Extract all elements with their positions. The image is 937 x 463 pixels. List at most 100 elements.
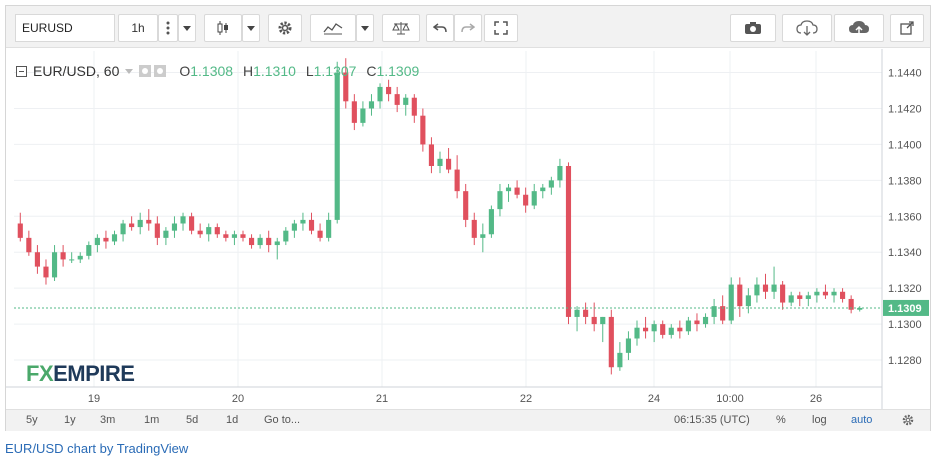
candle-body (565, 165, 572, 317)
candle-body (34, 252, 40, 267)
range-5y-button[interactable]: 5y (26, 414, 38, 426)
current-price-tag (883, 299, 929, 316)
candle-body (51, 252, 58, 278)
candle-body (634, 327, 640, 339)
legend-low-value: 1.1307 (313, 63, 357, 79)
candle-body (60, 252, 66, 260)
candle-body (360, 108, 366, 123)
candle-body (694, 320, 700, 325)
fullscreen-icon[interactable] (484, 14, 518, 42)
candle-body (437, 158, 443, 166)
candle-body (702, 316, 709, 325)
range-1m-button[interactable]: 1m (144, 414, 160, 426)
candles-style-icon[interactable] (204, 14, 242, 42)
candle-body (26, 237, 32, 253)
current-price-label: 1.1309 (888, 303, 922, 315)
candle-body (86, 245, 92, 256)
candle-body (43, 266, 49, 278)
y-tick-label: 1.1340 (888, 247, 922, 259)
candle-body (163, 230, 169, 238)
x-tick-label: 20 (232, 393, 244, 405)
candle-body (737, 284, 743, 307)
candle-body (428, 144, 435, 166)
scale-settings-gear-icon[interactable] (902, 414, 914, 426)
candle-body (488, 209, 494, 235)
candle-body (120, 223, 126, 235)
candle-body (831, 291, 837, 296)
goto-button[interactable]: Go to... (264, 414, 301, 426)
chart-style-dropdown-icon[interactable] (242, 14, 260, 42)
candle-body (780, 284, 786, 303)
candlestick-chart[interactable]: 1.1280 1.1300 1.1320 1.1340 1.1360 1.1380 1.14… (6, 49, 930, 409)
candle-body (668, 327, 674, 335)
log-toggle[interactable]: log (812, 414, 827, 426)
candle-body (420, 115, 426, 145)
x-tick-label: 22 (520, 393, 532, 405)
candle-body (248, 237, 255, 246)
candle-body (445, 158, 452, 170)
candle-body (591, 316, 597, 325)
camera-snapshot-icon[interactable] (730, 14, 776, 42)
candle-body (129, 223, 135, 228)
cloud-upload-icon[interactable] (834, 14, 884, 42)
candle-body (231, 234, 237, 238)
range-3m-button[interactable]: 3m (100, 414, 116, 426)
interval-button[interactable]: 1h (118, 14, 158, 42)
auto-toggle[interactable]: auto (851, 414, 873, 426)
legend-close-value: 1.1309 (376, 63, 420, 79)
indicators-icon[interactable] (310, 14, 356, 42)
candle-body (643, 327, 649, 332)
tradingview-credit-link[interactable]: EUR/USD chart by TradingView (5, 441, 189, 456)
candle-body (480, 234, 486, 238)
candle-body (514, 187, 520, 195)
chart-pane[interactable]: 1.1280 1.1300 1.1320 1.1340 1.1360 1.1380 1.14… (6, 49, 930, 409)
legend-high-label: H (242, 63, 254, 79)
interval-dropdown-icon[interactable] (178, 14, 196, 42)
candle-body (154, 223, 160, 238)
settings-gear-icon[interactable] (268, 14, 302, 42)
y-tick-label: 1.1360 (888, 211, 922, 223)
candle-body (720, 306, 726, 321)
candle-body (94, 237, 100, 246)
popout-icon[interactable] (890, 14, 924, 42)
candle-body (745, 295, 751, 307)
candle-body (788, 295, 794, 303)
cloud-download-icon[interactable] (782, 14, 832, 42)
candle-body (771, 284, 777, 292)
range-1d-button[interactable]: 1d (226, 414, 239, 426)
range-1y-button[interactable]: 1y (64, 414, 76, 426)
candle-body (711, 306, 717, 317)
candle-body (368, 101, 375, 109)
y-tick-label: 1.1440 (888, 68, 922, 80)
compare-scales-icon[interactable] (382, 14, 420, 42)
candle-body (540, 187, 546, 192)
candle-body (137, 219, 143, 228)
utc-time-display[interactable]: 06:15:35 (UTC) (674, 414, 750, 426)
candle-body (394, 94, 400, 105)
y-tick-label: 1.1400 (888, 139, 922, 151)
candle-body (548, 180, 554, 188)
collapse-legend-icon[interactable] (16, 65, 27, 77)
legend-settings-icon[interactable] (139, 65, 167, 77)
legend-open-value: 1.1308 (190, 63, 234, 79)
top-toolbar: EURUSD 1h (6, 6, 930, 48)
undo-icon[interactable] (426, 14, 454, 42)
candle-body (283, 230, 289, 242)
y-tick-label: 1.1280 (888, 355, 922, 367)
candle-body (531, 191, 537, 206)
range-5d-button[interactable]: 5d (186, 414, 199, 426)
candle-body (403, 97, 409, 105)
percent-toggle[interactable]: % (776, 414, 786, 426)
candle-body (805, 295, 811, 299)
candle-body (111, 234, 118, 242)
candle-body (180, 216, 186, 224)
more-intervals-icon[interactable] (158, 14, 178, 42)
symbol-search-input[interactable]: EURUSD (15, 14, 115, 42)
candle-body (308, 219, 315, 231)
legend-open-label: O (179, 63, 191, 79)
indicators-dropdown-icon[interactable] (356, 14, 374, 42)
candle-body (625, 338, 632, 353)
candle-body (685, 320, 691, 332)
redo-icon[interactable] (454, 14, 482, 42)
legend-dropdown-icon[interactable] (125, 68, 134, 74)
